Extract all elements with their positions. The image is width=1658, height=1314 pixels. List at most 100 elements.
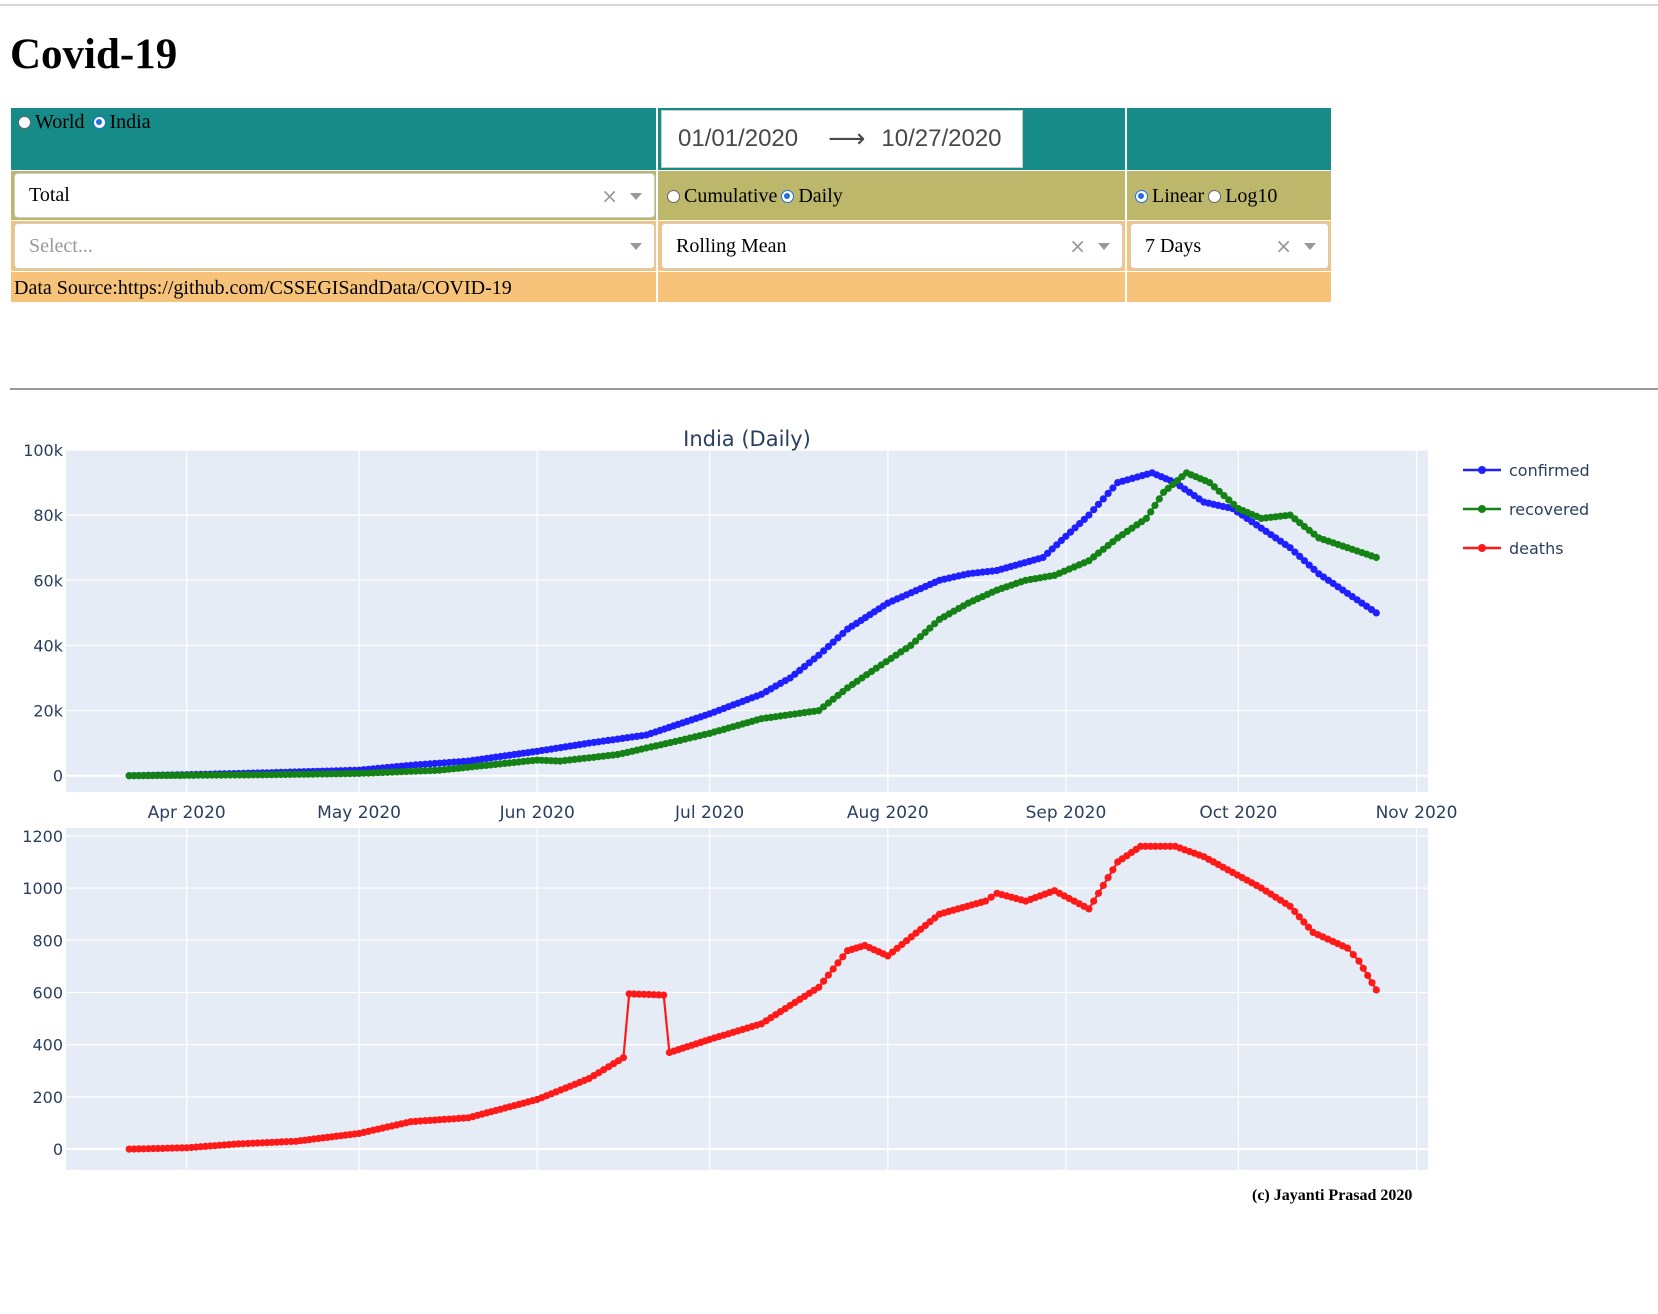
clear-icon[interactable]: × bbox=[1069, 234, 1086, 258]
x-tick-label: Apr 2020 bbox=[148, 803, 226, 823]
radio-linear[interactable] bbox=[1135, 190, 1148, 203]
recovered-marker bbox=[921, 628, 929, 636]
confirmed-marker bbox=[810, 655, 818, 663]
chevron-down-icon[interactable] bbox=[1098, 243, 1110, 250]
radio-linear-label[interactable]: Linear bbox=[1152, 185, 1205, 207]
recovered-marker bbox=[926, 624, 934, 632]
metric-dropdown[interactable]: Total × bbox=[14, 173, 655, 218]
recovered-marker bbox=[1225, 496, 1233, 504]
footer-copyright: (c) Jayanti Prasad 2020 bbox=[1252, 1187, 1413, 1204]
section-divider bbox=[10, 388, 1658, 390]
legend-label: deaths bbox=[1509, 539, 1564, 558]
deaths-marker bbox=[660, 991, 668, 999]
clear-icon[interactable]: × bbox=[1275, 234, 1292, 258]
radio-daily[interactable] bbox=[781, 190, 795, 203]
x-tick-label: Aug 2020 bbox=[847, 803, 929, 823]
confirmed-marker bbox=[1053, 541, 1061, 549]
deaths-marker bbox=[1343, 944, 1352, 952]
radio-cumulative[interactable] bbox=[667, 190, 680, 203]
confirmed-marker bbox=[1080, 515, 1088, 523]
chevron-down-icon[interactable] bbox=[1304, 243, 1316, 250]
deaths-marker bbox=[1364, 971, 1372, 980]
deaths-marker bbox=[815, 983, 823, 991]
radio-india-label[interactable]: India bbox=[109, 111, 151, 133]
deaths-marker bbox=[987, 893, 995, 901]
radio-daily-label[interactable]: Daily bbox=[798, 185, 843, 207]
confirmed-marker bbox=[1296, 552, 1304, 560]
confirmed-marker bbox=[791, 670, 799, 678]
radio-india[interactable] bbox=[92, 116, 106, 129]
radio-world[interactable] bbox=[18, 116, 31, 129]
deaths-marker bbox=[1368, 979, 1376, 987]
recovered-marker bbox=[1085, 557, 1093, 565]
legend-label: recovered bbox=[1509, 500, 1589, 519]
confirmed-marker bbox=[1048, 545, 1056, 553]
deaths-marker bbox=[1109, 866, 1117, 874]
x-tick-label: Oct 2020 bbox=[1199, 803, 1277, 823]
chevron-down-icon[interactable] bbox=[630, 243, 642, 250]
deaths-marker bbox=[834, 959, 842, 967]
legend-marker bbox=[1478, 466, 1486, 474]
confirmed-marker bbox=[1066, 528, 1075, 536]
x-tick-label: Jul 2020 bbox=[674, 803, 744, 823]
y-tick-label: 60k bbox=[33, 571, 63, 590]
recovered-marker bbox=[1099, 545, 1107, 553]
x-tick-label: Sep 2020 bbox=[1026, 803, 1107, 823]
region-cell bbox=[11, 108, 656, 170]
date-range-picker[interactable]: 01/01/2020 ⟶ 10/27/2020 bbox=[661, 110, 1023, 168]
deaths-marker bbox=[1099, 881, 1107, 889]
y-tick-label: 800 bbox=[32, 931, 63, 950]
confirmed-marker bbox=[1372, 609, 1380, 617]
empty-orange-cell bbox=[658, 272, 1125, 302]
recovered-marker bbox=[1155, 495, 1163, 503]
confirmed-marker bbox=[815, 651, 823, 659]
end-date-input[interactable]: 10/27/2020 bbox=[881, 125, 1002, 152]
radio-log10-label[interactable]: Log10 bbox=[1225, 185, 1278, 207]
deaths-marker bbox=[1349, 951, 1357, 959]
legend-label: confirmed bbox=[1509, 461, 1590, 480]
metric-dropdown-value: Total bbox=[29, 184, 70, 206]
deaths-marker bbox=[824, 971, 833, 979]
deaths-marker bbox=[829, 965, 837, 973]
empty-teal-cell bbox=[1127, 108, 1331, 170]
deaths-marker bbox=[1355, 957, 1363, 965]
recovered-marker bbox=[912, 637, 920, 645]
confirmed-marker bbox=[1057, 536, 1065, 545]
window-dropdown[interactable]: 7 Days × bbox=[1130, 223, 1329, 269]
smoothing-dropdown-value: Rolling Mean bbox=[676, 234, 787, 257]
arrow-right-icon: ⟶ bbox=[828, 124, 866, 154]
y-tick-label: 40k bbox=[33, 636, 63, 655]
y-tick-label: 1000 bbox=[22, 879, 63, 898]
recovered-marker bbox=[1206, 479, 1214, 487]
chevron-down-icon[interactable] bbox=[630, 192, 642, 200]
y-tick-label: 80k bbox=[33, 506, 63, 525]
recovered-marker bbox=[1220, 492, 1228, 500]
clear-icon[interactable]: × bbox=[601, 183, 618, 208]
radio-log10[interactable] bbox=[1208, 190, 1222, 203]
x-tick-label: Jun 2020 bbox=[499, 803, 575, 823]
confirmed-marker bbox=[786, 674, 794, 682]
confirmed-marker bbox=[1109, 484, 1117, 492]
confirmed-marker bbox=[834, 634, 842, 642]
top-divider bbox=[0, 4, 1658, 6]
recovered-marker bbox=[1300, 522, 1308, 531]
confirmed-marker bbox=[820, 647, 828, 655]
y-tick-label: 200 bbox=[32, 1088, 63, 1107]
extra-dropdown[interactable]: Select... bbox=[14, 223, 655, 269]
recovered-marker bbox=[1210, 483, 1218, 491]
radio-world-label[interactable]: World bbox=[35, 111, 85, 133]
confirmed-marker bbox=[1291, 548, 1299, 556]
start-date-input[interactable]: 01/01/2020 bbox=[678, 125, 799, 152]
page-title: Covid-19 bbox=[10, 31, 178, 78]
source-cell bbox=[11, 272, 656, 302]
y-tick-label: 20k bbox=[33, 702, 63, 721]
radio-cumulative-label[interactable]: Cumulative bbox=[684, 185, 778, 207]
confirmed-marker bbox=[1044, 549, 1052, 557]
plot-area bbox=[66, 828, 1428, 1170]
deaths-marker bbox=[1286, 902, 1294, 910]
smoothing-dropdown[interactable]: Rolling Mean × bbox=[661, 223, 1123, 269]
deaths-marker bbox=[1085, 905, 1093, 913]
recovered-marker bbox=[829, 695, 837, 703]
recovered-marker bbox=[1151, 501, 1159, 509]
confirmed-marker bbox=[800, 663, 809, 671]
